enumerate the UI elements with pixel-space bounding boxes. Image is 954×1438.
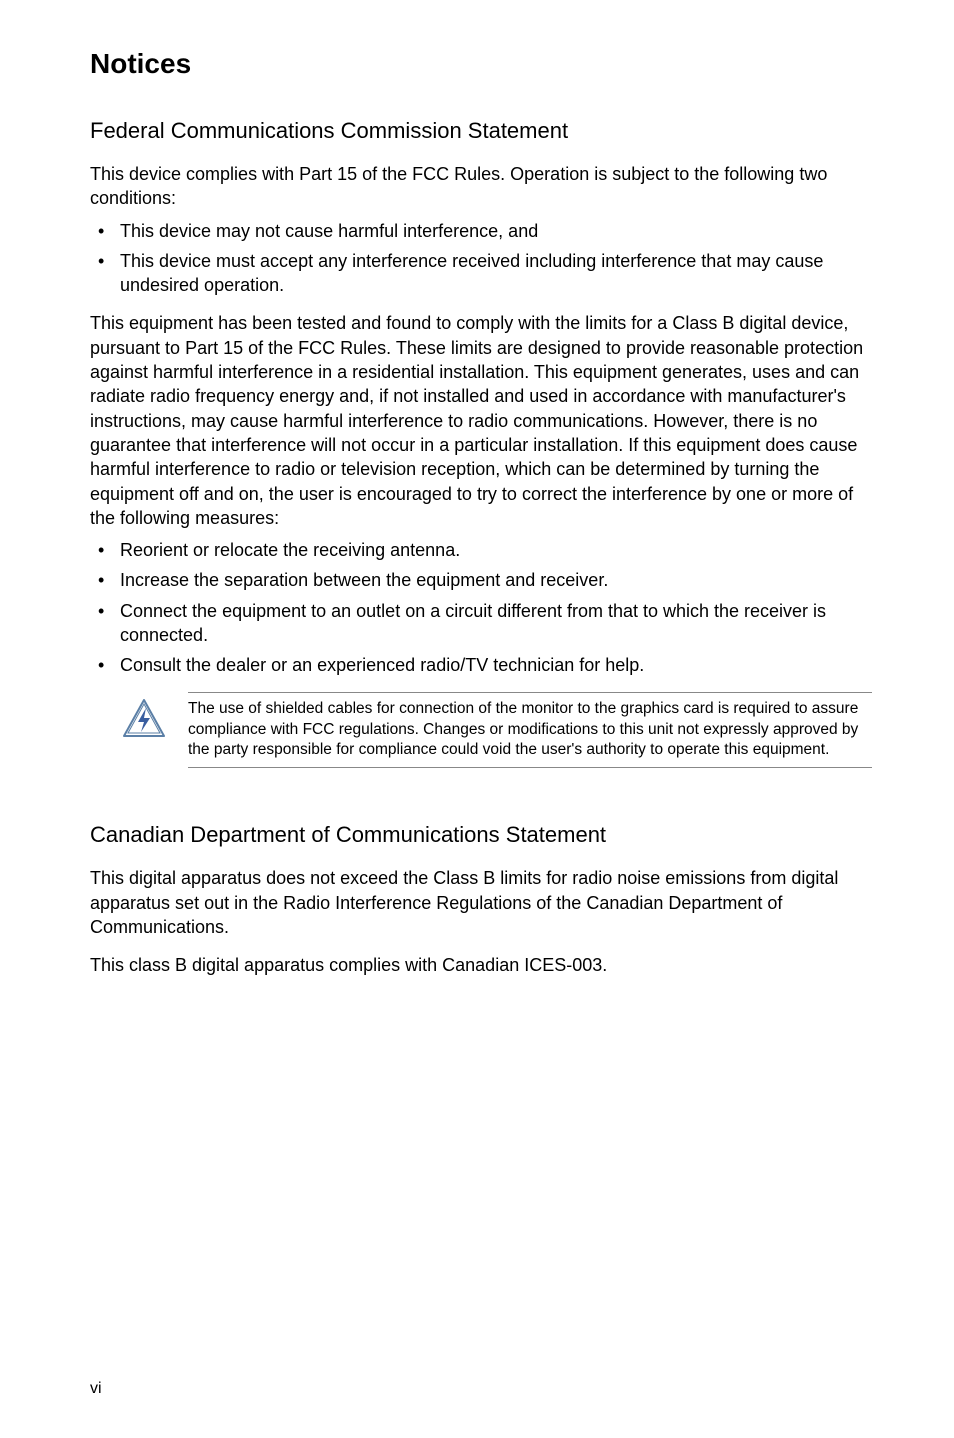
- list-item: This device must accept any interference…: [90, 249, 872, 298]
- canada-para1: This digital apparatus does not exceed t…: [90, 866, 872, 939]
- canada-para2: This class B digital apparatus complies …: [90, 953, 872, 977]
- list-item: Reorient or relocate the receiving anten…: [90, 538, 872, 562]
- fcc-intro: This device complies with Part 15 of the…: [90, 162, 872, 211]
- fcc-heading: Federal Communications Commission Statem…: [90, 118, 872, 144]
- callout-box: The use of shielded cables for connectio…: [120, 692, 872, 769]
- warning-bolt-icon: [120, 696, 168, 749]
- list-item: Connect the equipment to an outlet on a …: [90, 599, 872, 648]
- fcc-conditions-list: This device may not cause harmful interf…: [90, 219, 872, 298]
- callout-text: The use of shielded cables for connectio…: [188, 692, 872, 769]
- page-number: vi: [90, 1380, 102, 1398]
- page-title: Notices: [90, 48, 872, 80]
- fcc-measures-list: Reorient or relocate the receiving anten…: [90, 538, 872, 677]
- list-item: This device may not cause harmful interf…: [90, 219, 872, 243]
- list-item: Increase the separation between the equi…: [90, 568, 872, 592]
- list-item: Consult the dealer or an experienced rad…: [90, 653, 872, 677]
- canada-heading: Canadian Department of Communications St…: [90, 822, 872, 848]
- fcc-body: This equipment has been tested and found…: [90, 311, 872, 530]
